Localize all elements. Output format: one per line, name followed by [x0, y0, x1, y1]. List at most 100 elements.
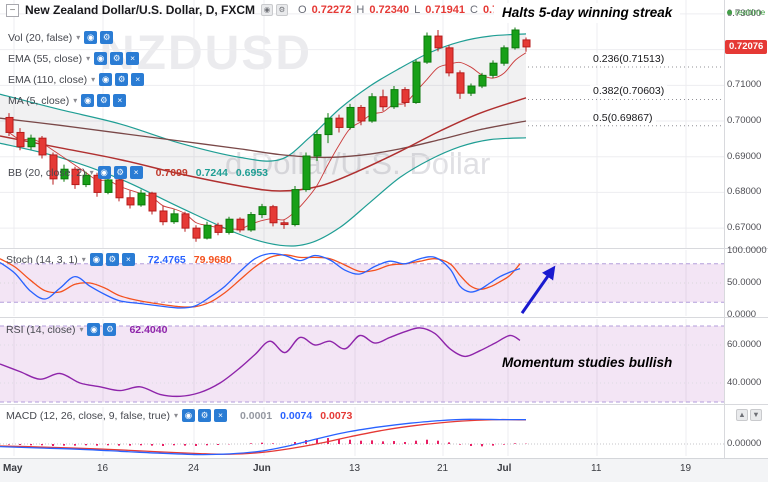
macd-value: 0.0074: [280, 409, 313, 422]
price-axis-label: 0.70000: [727, 115, 762, 127]
indicator-row-stoch[interactable]: Stoch (14, 3, 1) ▾ ◉ ⚙ × 72.4765 79.9680: [6, 252, 232, 267]
panel-down-button[interactable]: ▼: [750, 409, 762, 421]
macd-axis-label: 0.00000: [727, 438, 762, 449]
bb-gear-button[interactable]: ⚙: [113, 166, 127, 179]
stoch-axis-label: 100.0000: [727, 245, 767, 256]
indicator-values-stoch: 72.4765 79.9680: [148, 254, 232, 266]
fib-level-label[interactable]: 0.382(0.70603): [590, 85, 668, 98]
stoch-axis-label: 0.0000: [727, 309, 757, 320]
ohlc-o-label: O: [298, 4, 307, 16]
macd-close-button[interactable]: ×: [214, 409, 227, 422]
realtime-dot-icon: [727, 9, 732, 15]
rsi-eye-button[interactable]: ◉: [87, 323, 101, 336]
indicator-values-rsi: 62.4040: [129, 324, 167, 336]
ohlc-o-value: 0.72272: [311, 4, 352, 16]
vol-gear-button[interactable]: ⚙: [100, 31, 114, 44]
last-price-badge: 0.72076: [725, 39, 768, 54]
chevron-down-icon[interactable]: ▾: [73, 96, 78, 105]
time-tick: 19: [680, 463, 692, 474]
chevron-down-icon[interactable]: ▾: [79, 325, 84, 334]
indicator-row-macd[interactable]: MACD (12, 26, close, 9, false, true) ▾ ◉ ⚙ ×…: [6, 408, 352, 423]
realtime-label: realtime: [735, 7, 766, 17]
chart-plot-area[interactable]: [0, 0, 768, 458]
indicator-row-rsi[interactable]: RSI (14, close) ▾ ◉ ⚙ 62.4040: [6, 322, 167, 337]
chevron-down-icon[interactable]: ▾: [81, 255, 86, 264]
time-tick: 16: [97, 463, 109, 474]
bb-value: 0.7099: [155, 166, 188, 179]
ma5-eye-button[interactable]: ◉: [81, 94, 95, 107]
macd-eye-button[interactable]: ◉: [182, 409, 195, 422]
macd-value: 0.0001: [240, 409, 273, 422]
indicator-label-vol: Vol (20, false): [8, 31, 73, 44]
price-axis-label: 0.68000: [727, 186, 762, 198]
indicator-label-ema55: EMA (55, close): [8, 52, 83, 65]
indicator-label-rsi: RSI (14, close): [6, 323, 76, 336]
ema55-gear-button[interactable]: ⚙: [110, 52, 124, 65]
ema55-eye-button[interactable]: ◉: [94, 52, 108, 65]
eye-icon[interactable]: ◉: [261, 4, 274, 16]
stoch-gear-button[interactable]: ⚙: [105, 253, 119, 266]
ma5-close-button[interactable]: ×: [113, 94, 127, 107]
indicator-row-ema55[interactable]: EMA (55, close) ▾ ◉ ⚙ ×: [8, 51, 140, 66]
price-axis-label: 0.67000: [727, 222, 762, 234]
indicator-label-ema110: EMA (110, close): [8, 73, 88, 86]
panel-separator[interactable]: [0, 248, 768, 249]
price-axis-label: 0.71000: [727, 79, 762, 91]
indicator-row-bb[interactable]: BB (20, close, 2) ▾ ◉ ⚙ × 0.7099 0.7244 0.6953: [8, 165, 268, 180]
rsi-axis-label: 40.0000: [727, 377, 762, 388]
time-tick: 13: [349, 463, 361, 474]
price-axis-separator: [724, 0, 725, 458]
indicator-row-ma5[interactable]: MA (5, close) ▾ ◉ ⚙ ×: [8, 93, 127, 108]
price-axis-label: 0.73000: [727, 7, 762, 19]
realtime-indicator: realtime: [727, 7, 765, 17]
indicator-row-ema110[interactable]: EMA (110, close) ▾ ◉ ⚙ ×: [8, 72, 145, 87]
rsi-value: 62.4040: [129, 323, 168, 336]
chevron-down-icon[interactable]: ▾: [91, 75, 96, 84]
macd-panel-buttons: ▲ ▼: [736, 409, 762, 421]
stoch-value: 72.4765: [147, 253, 186, 266]
chevron-down-icon[interactable]: ▾: [173, 411, 178, 420]
ma5-gear-button[interactable]: ⚙: [97, 94, 111, 107]
indicator-label-ma5: MA (5, close): [8, 94, 70, 107]
bb-eye-button[interactable]: ◉: [97, 166, 111, 179]
bb-value: 0.7244: [195, 166, 228, 179]
legend-collapse-button[interactable]: −: [6, 3, 19, 17]
indicator-row-vol[interactable]: Vol (20, false) ▾ ◉ ⚙: [8, 30, 114, 45]
chevron-down-icon[interactable]: ▾: [89, 168, 94, 177]
panel-separator[interactable]: [0, 317, 768, 318]
symbol-title[interactable]: New Zealand Dollar/U.S. Dollar, D, FXCM: [25, 3, 256, 17]
ema110-gear-button[interactable]: ⚙: [115, 73, 129, 86]
rsi-gear-button[interactable]: ⚙: [103, 323, 117, 336]
ema110-close-button[interactable]: ×: [131, 73, 145, 86]
time-tick: 24: [188, 463, 200, 474]
header-buttons: ◉ ⚙: [261, 4, 289, 16]
gear-icon[interactable]: ⚙: [276, 4, 289, 16]
panel-up-button[interactable]: ▲: [736, 409, 748, 421]
time-tick: 21: [437, 463, 449, 474]
ohlc-h-label: H: [356, 4, 365, 16]
ema110-eye-button[interactable]: ◉: [99, 73, 113, 86]
ohlc-l-value: 0.71941: [425, 4, 465, 16]
stoch-close-button[interactable]: ×: [121, 253, 135, 266]
panel-separator[interactable]: [0, 404, 768, 405]
ema55-close-button[interactable]: ×: [126, 52, 140, 65]
stoch-eye-button[interactable]: ◉: [89, 253, 103, 266]
vol-eye-button[interactable]: ◉: [84, 31, 98, 44]
indicator-label-stoch: Stoch (14, 3, 1): [6, 253, 78, 266]
bb-close-button[interactable]: ×: [129, 166, 143, 179]
bb-value: 0.6953: [235, 166, 269, 179]
time-axis[interactable]: May 16 24 Jun 13 21 Jul 11 19: [0, 458, 768, 482]
macd-gear-button[interactable]: ⚙: [198, 409, 211, 422]
fib-level-label[interactable]: 0.236(0.71513): [590, 53, 668, 65]
chevron-down-icon[interactable]: ▾: [76, 33, 81, 42]
stoch-value: 79.9680: [193, 253, 232, 266]
indicator-values-macd: 0.0001 0.0074 0.0073: [240, 410, 352, 422]
ohlc-h-value: 0.72340: [369, 4, 410, 16]
fib-level-label[interactable]: 0.5(0.69867): [590, 111, 656, 124]
annotation-winning-streak: Halts 5-day winning streak: [494, 3, 681, 23]
chevron-down-icon[interactable]: ▾: [86, 54, 91, 63]
indicator-label-macd: MACD (12, 26, close, 9, false, true): [6, 409, 170, 422]
indicator-values-bb: 0.7099 0.7244 0.6953: [156, 167, 268, 179]
time-tick: Jun: [253, 463, 271, 474]
